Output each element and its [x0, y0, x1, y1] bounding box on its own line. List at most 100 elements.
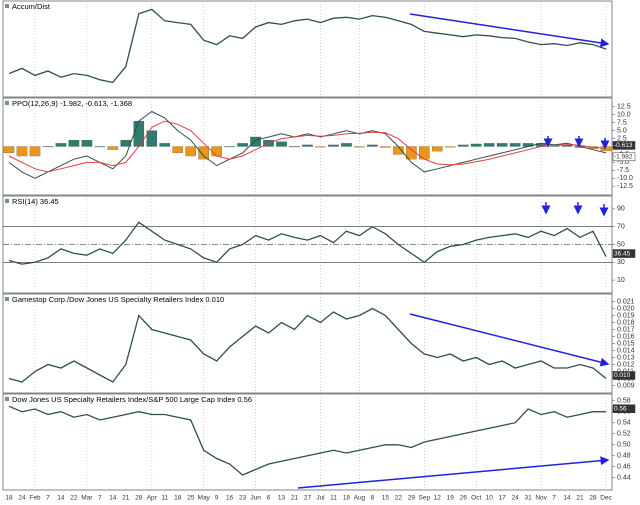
- x-tick-label: 18: [5, 495, 13, 502]
- histogram-bar: [496, 143, 508, 147]
- histogram-bar: [276, 141, 287, 147]
- title-icon: [5, 297, 9, 301]
- x-tick-label: 25: [187, 495, 195, 502]
- y-tick-label: 0.44: [617, 475, 631, 482]
- y-tick-label: 10.0: [617, 112, 631, 119]
- x-tick-label: 21: [576, 495, 584, 502]
- histogram-bar: [457, 144, 469, 147]
- y-tick-label: 30: [617, 259, 625, 266]
- y-tick-label: 0.52: [617, 431, 631, 438]
- histogram-bar: [483, 143, 495, 147]
- x-tick-label: 27: [304, 495, 312, 502]
- y-tick-label: 2.5: [617, 135, 627, 142]
- x-tick-label: May: [198, 495, 211, 502]
- histogram-bar: [198, 146, 209, 160]
- x-tick-label: 21: [122, 495, 130, 502]
- histogram-bar: [94, 146, 106, 148]
- x-tick-label: 17: [499, 495, 507, 502]
- y-tick-label: -7.5: [617, 167, 629, 174]
- x-tick-label: 22: [70, 495, 78, 502]
- y-tick-label: 0.013: [617, 354, 635, 361]
- y-tick-label: 0.009: [617, 382, 635, 389]
- trend-arrow: [297, 456, 610, 489]
- series-line: [8, 8, 607, 84]
- end-label: 36.45: [614, 250, 631, 257]
- y-tick-label: 0.50: [617, 442, 631, 449]
- x-tick-label: 11: [161, 495, 168, 502]
- chart-title: Gamestop Corp./Dow Jones US Specialty Re…: [12, 295, 224, 304]
- y-tick-label: 12.5: [617, 104, 631, 111]
- x-tick-label: 24: [18, 495, 26, 502]
- x-tick-label: Jun: [250, 495, 261, 502]
- x-tick-label: Oct: [471, 495, 481, 502]
- y-tick-label: 0.012: [617, 361, 635, 368]
- x-tick-label: 24: [512, 495, 520, 502]
- x-tick-label: 31: [525, 495, 533, 502]
- series-line: [8, 405, 606, 476]
- histogram-bar: [81, 140, 93, 147]
- x-tick-label: Dec: [600, 495, 612, 502]
- end-label-box: [612, 141, 636, 150]
- chart-title: Dow Jones US Specialty Retailers Index/S…: [12, 395, 252, 404]
- title-icon: [5, 4, 9, 8]
- end-label-box: [612, 249, 636, 258]
- histogram-bar: [237, 143, 248, 147]
- annotations: [297, 13, 610, 489]
- chart-title: Accum/Dist: [12, 2, 51, 11]
- x-tick-label: Feb: [29, 495, 41, 502]
- y-tick-label: 10: [617, 277, 625, 284]
- histogram-bar: [250, 136, 261, 147]
- chart-title: PPO(12,26,9) -1.982, -0.613, -1.368: [12, 99, 132, 108]
- end-label-box: [612, 371, 636, 380]
- x-tick-label: 28: [589, 495, 597, 502]
- histogram-bar: [367, 144, 378, 147]
- y-tick-label: 0.016: [617, 333, 635, 340]
- histogram-bar: [68, 140, 80, 147]
- histogram-bar: [406, 146, 417, 160]
- histogram-bar: [509, 143, 521, 147]
- x-tick-label: Apr: [147, 495, 158, 502]
- title-icon: [5, 397, 9, 401]
- x-tick-label: 14: [109, 495, 117, 502]
- y-tick-label: 0.021: [617, 298, 635, 305]
- histogram-bar: [133, 120, 145, 147]
- x-tick-label: Jul: [316, 495, 325, 502]
- histogram-bar: [289, 146, 300, 148]
- end-label: -0.613: [614, 142, 633, 149]
- x-tick-label: 21: [291, 495, 299, 502]
- y-tick-label: 0.018: [617, 319, 635, 326]
- x-tick-label: Aug: [354, 495, 366, 502]
- end-label: -1.982: [614, 154, 633, 161]
- histogram-bar: [354, 146, 365, 148]
- histogram-bar: [55, 143, 67, 147]
- x-tick-label: 6: [267, 495, 271, 502]
- x-tick-label: 19: [447, 495, 455, 502]
- x-tick-label: 22: [395, 495, 403, 502]
- histogram-bar: [431, 146, 443, 152]
- end-label-box: [612, 404, 636, 413]
- histogram-bar: [29, 146, 41, 157]
- x-tick-label: 14: [563, 495, 571, 502]
- panel-frame: [2, 97, 613, 196]
- histogram-bar: [380, 146, 391, 148]
- end-label-box: [612, 152, 636, 162]
- x-tick-label: 15: [382, 495, 390, 502]
- trend-arrow: [409, 313, 610, 367]
- y-tick-label: 0.017: [617, 326, 635, 333]
- panel-frame: [2, 0, 613, 98]
- y-tick-label: 0.020: [617, 305, 635, 312]
- histogram-bar: [341, 143, 352, 147]
- histogram-bar: [600, 146, 612, 152]
- x-tick-label: 16: [226, 495, 234, 502]
- x-tick-label: 13: [278, 495, 286, 502]
- histogram-bar: [16, 146, 28, 157]
- x-tick-label: 28: [135, 495, 143, 502]
- series-line: [8, 110, 607, 179]
- histogram-bar: [419, 146, 430, 160]
- series-line: [8, 221, 607, 265]
- x-tick-label: 18: [343, 495, 351, 502]
- histogram-bar: [328, 144, 339, 147]
- x-tick-label: 23: [239, 495, 247, 502]
- y-tick-label: 0.58: [617, 398, 631, 405]
